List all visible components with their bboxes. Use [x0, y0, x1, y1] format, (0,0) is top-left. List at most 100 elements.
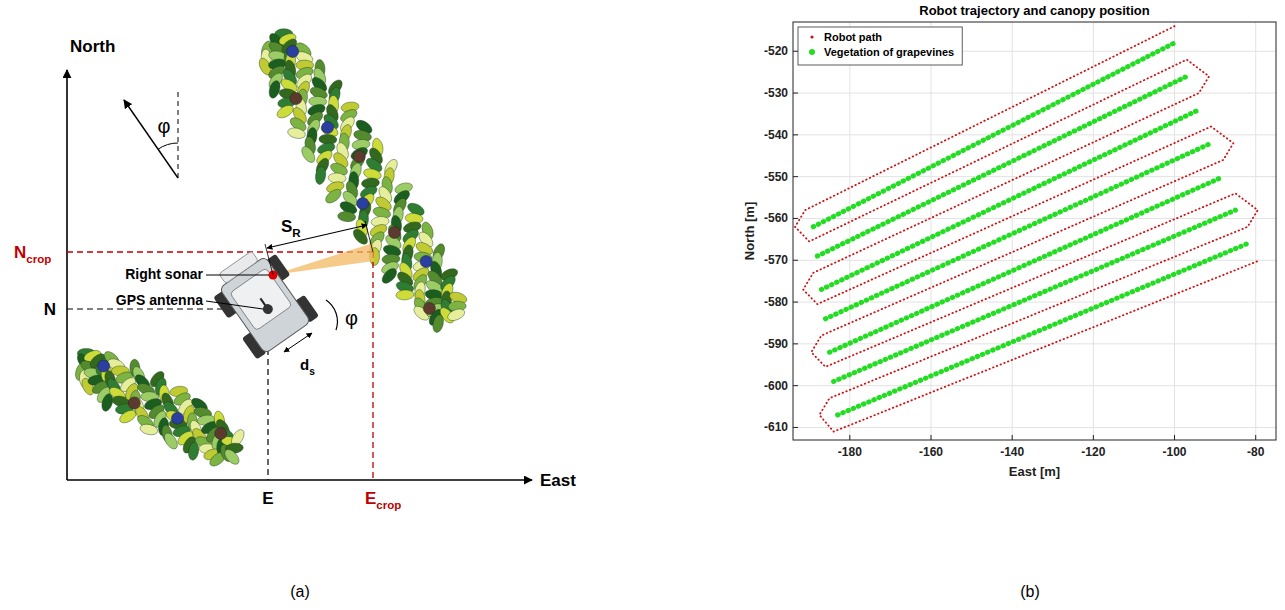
grape-bunch — [98, 360, 110, 372]
grid-line — [793, 343, 1276, 344]
y-tick-label: -580 — [764, 295, 788, 309]
leaf — [337, 211, 356, 223]
leaf — [446, 307, 466, 323]
x-tick-label: -100 — [1163, 445, 1187, 459]
x-tick — [1093, 435, 1094, 440]
grape-bunch — [420, 256, 432, 268]
leaf — [349, 145, 370, 162]
sonar-beam — [273, 243, 374, 275]
robot-lid — [230, 268, 292, 331]
crop-north-label-sub: crop — [26, 253, 51, 265]
y-tick — [793, 218, 798, 219]
grid-line — [793, 134, 1276, 135]
grid-line — [1174, 22, 1175, 440]
leaf — [267, 79, 282, 99]
ds-label: ds — [300, 356, 315, 377]
legend-label: Vegetation of grapevines — [824, 46, 954, 58]
ds-label-sub: s — [309, 366, 315, 377]
grape-bunch — [353, 151, 365, 163]
grape-bunch — [172, 412, 184, 424]
panel-b: -180-160-140-120-100-80-610-600-590-580-… — [742, 3, 1276, 479]
legend-marker — [810, 35, 813, 38]
right-sonar-leader — [206, 275, 269, 276]
grape-bunch — [357, 198, 369, 210]
canopy-upper — [257, 29, 469, 334]
x-axis-title: East [m] — [1009, 464, 1060, 479]
y-tick — [793, 427, 798, 428]
sonar-angle-arc — [326, 300, 337, 330]
x-tick-label: -80 — [1247, 445, 1265, 459]
leaf — [275, 103, 296, 121]
grid-line — [793, 218, 1276, 219]
legend-box — [798, 27, 962, 65]
x-tick — [1012, 435, 1013, 440]
leaf — [323, 187, 343, 206]
grid-line — [793, 93, 1276, 94]
sr-extension — [265, 244, 273, 275]
y-tick — [793, 343, 798, 344]
leaf — [380, 266, 400, 286]
north-axis — [66, 70, 68, 480]
y-tick-label: -570 — [764, 253, 788, 267]
legend-marker — [809, 49, 815, 55]
y-tick-label: -520 — [764, 44, 788, 58]
gps-antenna-label: GPS antenna — [116, 292, 203, 308]
grape-bunch — [322, 122, 334, 134]
leaf — [222, 447, 242, 467]
grape-bunch — [388, 227, 400, 239]
crop-east-label: Ecrop — [365, 489, 401, 511]
x-tick-label: -160 — [919, 445, 943, 459]
robot-front — [219, 251, 259, 284]
leaf — [431, 314, 445, 334]
grape-bunch — [423, 303, 435, 315]
leaf — [299, 144, 317, 165]
y-tick-label: -550 — [764, 170, 788, 184]
x-tick — [931, 435, 932, 440]
x-tick — [849, 435, 850, 440]
crop-east-line — [372, 252, 373, 480]
y-axis-title: North [m] — [742, 202, 757, 261]
sr-label: SR — [281, 217, 301, 239]
heading-reference — [178, 90, 179, 178]
sonar-angle-label: φ — [345, 307, 358, 329]
robot — [204, 241, 319, 360]
crop-north-label-base: N — [14, 243, 26, 262]
grape-bunch — [290, 93, 302, 105]
grape-bunch — [287, 46, 299, 58]
y-tick-label: -600 — [764, 379, 788, 393]
sr-label-base: S — [281, 217, 292, 236]
plot-area — [793, 22, 1276, 440]
x-tick-label: -180 — [838, 445, 862, 459]
x-tick-label: -120 — [1081, 445, 1105, 459]
ds-dimension — [284, 333, 312, 352]
sr-label-sub: R — [292, 227, 301, 239]
chart-title: Robot trajectory and canopy position — [919, 3, 1149, 18]
leaf — [287, 126, 307, 140]
grid-line — [1255, 22, 1256, 440]
north-label: North — [70, 37, 115, 56]
y-tick-label: -610 — [764, 420, 788, 434]
legend: Robot path Vegetation of grapevines — [798, 27, 962, 65]
heading-arrow — [124, 100, 178, 178]
east-label: East — [540, 471, 576, 490]
panel-label: (b) — [1020, 583, 1040, 600]
series-line — [813, 43, 1247, 415]
grape-bunch — [128, 397, 140, 409]
data-group — [795, 26, 1260, 431]
y-tick — [793, 51, 798, 52]
heading-angle-arc — [158, 143, 178, 149]
legend-label: Robot path — [824, 31, 882, 43]
crop-east-label-sub: crop — [376, 499, 401, 511]
crop-north-label: Ncrop — [14, 243, 51, 265]
y-tick-label: -530 — [764, 86, 788, 100]
panel-a: NorthEastRight sonarGPS antennaSRdsφφNcr… — [14, 29, 576, 511]
leaf — [357, 191, 376, 211]
plot-frame — [793, 22, 1276, 440]
leaf — [314, 166, 327, 185]
grid-line — [793, 427, 1276, 428]
y-tick — [793, 176, 798, 177]
y-tick — [793, 302, 798, 303]
grid-line — [793, 385, 1276, 386]
y-tick-label: -540 — [764, 128, 788, 142]
y-tick-label: -560 — [764, 211, 788, 225]
